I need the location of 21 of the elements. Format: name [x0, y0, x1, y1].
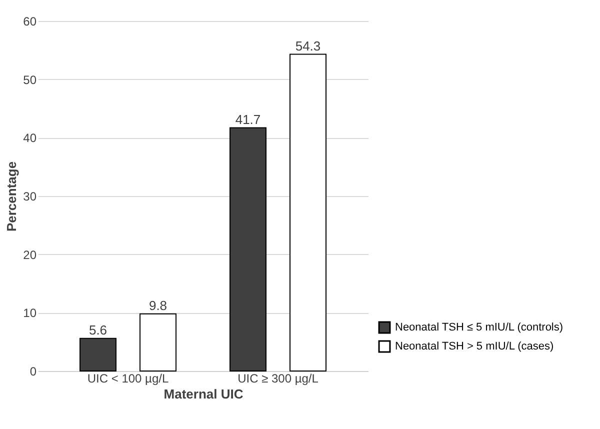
- y-tick-label: 0: [30, 364, 37, 378]
- data-label: 9.8: [148, 298, 168, 313]
- x-tick-label: UIC ≥ 300 µg/L: [238, 372, 319, 386]
- y-tick-label: 50: [23, 72, 37, 87]
- x-tick-label: UIC < 100 µg/L: [87, 372, 169, 386]
- y-tick-label: 20: [23, 248, 37, 262]
- y-tick-label: 30: [23, 190, 37, 204]
- bar: [230, 127, 266, 372]
- y-axis-title: Percentage: [4, 161, 20, 232]
- x-axis-title: Maternal UIC: [164, 386, 244, 402]
- y-tick-label: 10: [23, 306, 37, 320]
- bar: [290, 54, 326, 372]
- y-tick-label: 40: [23, 131, 37, 146]
- y-tick-label: 60: [23, 14, 37, 28]
- data-label: 54.3: [295, 38, 321, 54]
- legend-label: Neonatal TSH > 5 mIU/L (cases): [395, 340, 554, 352]
- legend-label: Neonatal TSH ≤ 5 mIU/L (controls): [395, 322, 564, 334]
- data-label: 41.7: [235, 112, 261, 127]
- bar: [80, 338, 116, 372]
- data-label: 5.6: [88, 322, 108, 338]
- bar: [140, 313, 176, 372]
